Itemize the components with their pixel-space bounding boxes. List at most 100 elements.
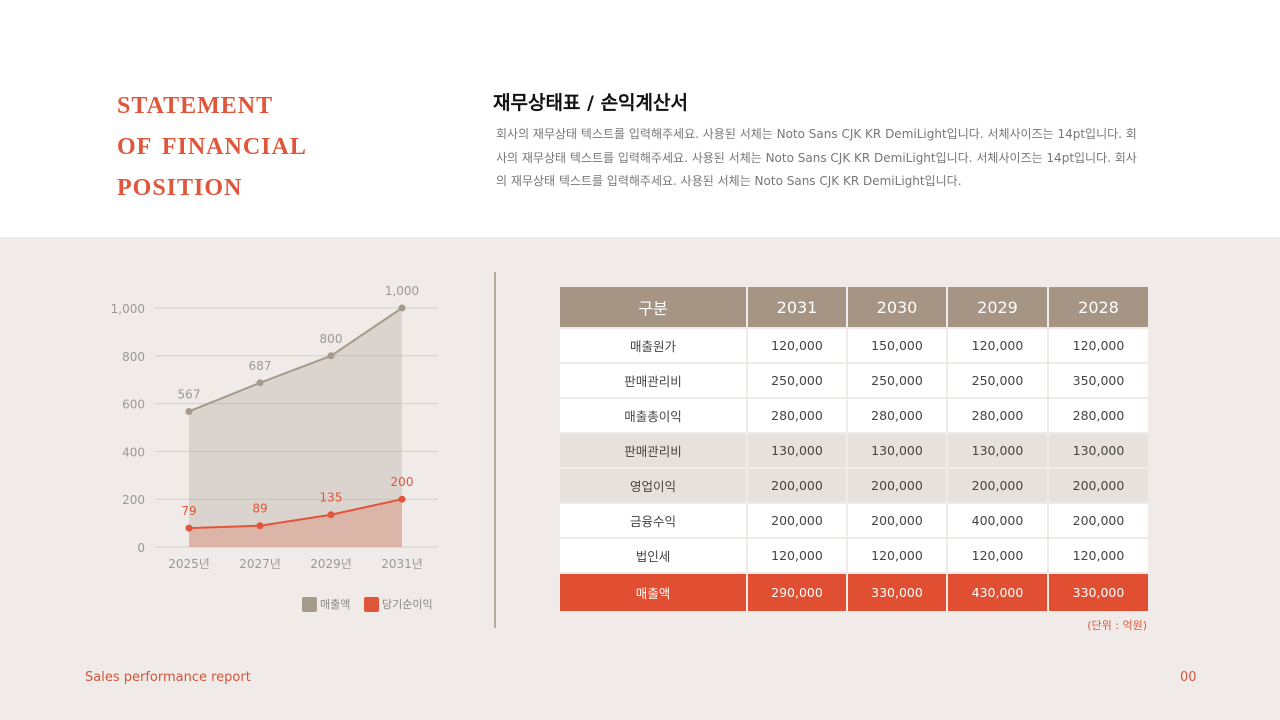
data-point bbox=[327, 511, 335, 519]
table-cell: 금융수익 bbox=[558, 502, 748, 539]
data-point bbox=[398, 495, 406, 503]
y-tick-label: 1,000 bbox=[111, 302, 145, 316]
title-line: Statement bbox=[117, 84, 274, 121]
table-cell: 200,000 bbox=[746, 467, 848, 504]
table-cell: 200,000 bbox=[746, 502, 848, 539]
legend-label: 매출액 bbox=[320, 598, 351, 611]
data-point bbox=[327, 352, 335, 360]
table-cell: 350,000 bbox=[1047, 362, 1150, 399]
table-row: 법인세 120,000 120,000 120,000 120,000 bbox=[558, 537, 1150, 574]
x-tick-label: 2029년 bbox=[310, 557, 352, 571]
table-cell: 290,000 bbox=[746, 572, 848, 613]
table-cell: 판매관리비 bbox=[558, 432, 748, 469]
table-cell: 120,000 bbox=[1047, 537, 1150, 574]
table-cell: 200,000 bbox=[846, 502, 948, 539]
table-cell: 250,000 bbox=[846, 362, 948, 399]
table-cell: 120,000 bbox=[746, 537, 848, 574]
header-cell: 2031 bbox=[746, 285, 848, 329]
unit-note: (단위 : 억원) bbox=[1087, 619, 1147, 632]
table-cell: 280,000 bbox=[746, 397, 848, 434]
table-cell: 280,000 bbox=[1047, 397, 1150, 434]
table-cell: 200,000 bbox=[946, 467, 1049, 504]
data-label: 79 bbox=[181, 504, 196, 518]
table-row: 매출원가 120,000 150,000 120,000 120,000 bbox=[558, 327, 1150, 364]
legend-swatch bbox=[364, 596, 379, 612]
table-cell: 120,000 bbox=[946, 537, 1049, 574]
table-row: 금융수익 200,000 200,000 400,000 200,000 bbox=[558, 502, 1150, 539]
y-tick-label: 200 bbox=[122, 493, 145, 507]
footer-label: Sales performance report bbox=[85, 670, 251, 685]
data-label: 200 bbox=[391, 475, 414, 489]
table-cell: 120,000 bbox=[846, 537, 948, 574]
legend-label: 당기순이익 bbox=[382, 598, 433, 611]
table-cell: 영업이익 bbox=[558, 467, 748, 504]
area-chart: 0 200 400 600 800 1,000 2025년 2027년 2029년 2031년 56… bbox=[111, 284, 438, 571]
legend-item: 당기순이익 bbox=[364, 596, 433, 612]
table-cell: 200,000 bbox=[846, 467, 948, 504]
data-point bbox=[256, 522, 264, 530]
data-point bbox=[185, 524, 193, 532]
data-point bbox=[398, 304, 406, 312]
table-cell: 매출원가 bbox=[558, 327, 748, 364]
table-cell: 130,000 bbox=[1047, 432, 1150, 469]
table-row: 판매관리비 250,000 250,000 250,000 350,000 bbox=[558, 362, 1150, 399]
table-cell: 120,000 bbox=[1047, 327, 1150, 364]
table-cell: 250,000 bbox=[946, 362, 1049, 399]
header-cell: 구분 bbox=[558, 285, 748, 329]
title-line: of Financial bbox=[117, 125, 307, 162]
page-title: Statement of Financial Position bbox=[117, 82, 307, 205]
table-row: 판매관리비 130,000 130,000 130,000 130,000 bbox=[558, 432, 1150, 469]
table-cell: 280,000 bbox=[846, 397, 948, 434]
y-tick-label: 0 bbox=[137, 541, 145, 555]
data-point bbox=[185, 407, 193, 415]
data-label: 567 bbox=[178, 387, 201, 401]
table-row: 영업이익 200,000 200,000 200,000 200,000 bbox=[558, 467, 1150, 504]
table-cell: 430,000 bbox=[946, 572, 1049, 613]
table-cell: 280,000 bbox=[946, 397, 1049, 434]
x-tick-label: 2025년 bbox=[168, 557, 210, 571]
table-row: 매출총이익 280,000 280,000 280,000 280,000 bbox=[558, 397, 1150, 434]
table-cell: 120,000 bbox=[746, 327, 848, 364]
section-subtitle: 재무상태표 / 손익계산서 bbox=[493, 92, 688, 114]
table-cell: 130,000 bbox=[946, 432, 1049, 469]
financial-table: 구분 2031 2030 2029 2028 매출원가 120,000 150,00… bbox=[558, 285, 1150, 613]
divider bbox=[494, 272, 496, 628]
legend-item: 매출액 bbox=[302, 596, 350, 612]
table-cell: 330,000 bbox=[846, 572, 948, 613]
description: 회사의 재무상태 텍스트를 입력해주세요. 사용된 서체는 Noto Sans … bbox=[496, 127, 1137, 188]
table-cell: 매출액 bbox=[558, 572, 748, 613]
x-tick-label: 2027년 bbox=[239, 557, 281, 571]
series-line bbox=[188, 307, 403, 413]
header-section bbox=[0, 0, 1280, 237]
table-header: 구분 2031 2030 2029 2028 bbox=[558, 285, 1150, 329]
table-cell: 120,000 bbox=[946, 327, 1049, 364]
table-row: 매출액 290,000 330,000 430,000 330,000 bbox=[558, 572, 1150, 613]
series-line bbox=[188, 498, 403, 530]
table-cell: 250,000 bbox=[746, 362, 848, 399]
data-label: 135 bbox=[320, 491, 343, 505]
series-area bbox=[189, 308, 402, 547]
table-cell: 400,000 bbox=[946, 502, 1049, 539]
y-tick-label: 800 bbox=[122, 350, 145, 364]
header-cell: 2030 bbox=[846, 285, 948, 329]
data-label: 687 bbox=[249, 359, 272, 373]
table-cell: 200,000 bbox=[1047, 467, 1150, 504]
data-point bbox=[256, 379, 264, 387]
data-label: 800 bbox=[320, 332, 343, 346]
legend-swatch bbox=[302, 596, 317, 612]
header-cell: 2029 bbox=[946, 285, 1049, 329]
table-cell: 130,000 bbox=[846, 432, 948, 469]
table-cell: 330,000 bbox=[1047, 572, 1150, 613]
data-label: 1,000 bbox=[385, 284, 419, 298]
table-cell: 매출총이익 bbox=[558, 397, 748, 434]
table-cell: 150,000 bbox=[846, 327, 948, 364]
table-cell: 200,000 bbox=[1047, 502, 1150, 539]
table-cell: 판매관리비 bbox=[558, 362, 748, 399]
table-cell: 130,000 bbox=[746, 432, 848, 469]
data-label: 89 bbox=[252, 502, 267, 516]
header-cell: 2028 bbox=[1047, 285, 1150, 329]
table-cell: 법인세 bbox=[558, 537, 748, 574]
y-tick-label: 400 bbox=[122, 445, 145, 459]
x-tick-label: 2031년 bbox=[381, 557, 423, 571]
page-number: 00 bbox=[1180, 670, 1197, 685]
